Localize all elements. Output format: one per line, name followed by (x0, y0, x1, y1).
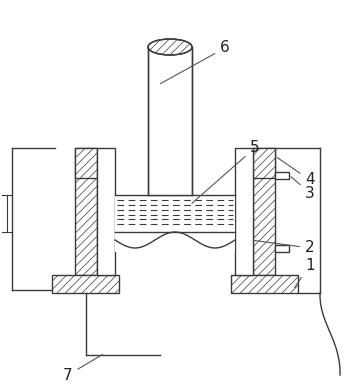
Text: 7: 7 (63, 354, 103, 382)
Bar (253, 148, 275, 178)
Text: 3: 3 (291, 177, 315, 201)
Text: 4: 4 (277, 158, 315, 188)
Bar (52, 275, 119, 293)
Bar (97, 148, 115, 275)
Text: 2: 2 (254, 240, 315, 255)
Text: 5: 5 (192, 140, 260, 203)
Bar (115, 195, 235, 232)
Bar (75, 148, 97, 178)
Bar (148, 47, 192, 195)
Bar (75, 148, 97, 275)
Bar (75, 148, 97, 275)
Bar (115, 232, 235, 252)
Bar (52, 275, 119, 293)
Bar (253, 148, 275, 275)
Bar (275, 172, 289, 179)
Bar (253, 148, 275, 275)
Bar (275, 245, 289, 252)
Bar (231, 275, 298, 293)
Bar (235, 148, 253, 275)
Bar (75, 148, 97, 178)
Ellipse shape (148, 39, 192, 55)
Bar (253, 148, 275, 178)
Text: 1: 1 (295, 258, 315, 288)
Text: 6: 6 (160, 41, 230, 84)
Bar (231, 275, 298, 293)
